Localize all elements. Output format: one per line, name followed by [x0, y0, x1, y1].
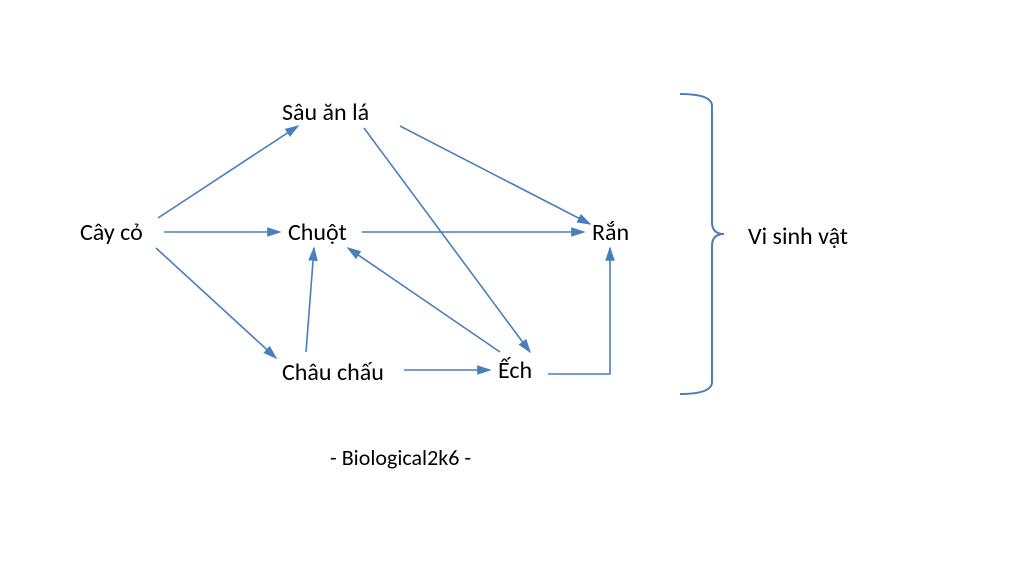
edge-cayco-to-chauchau: [156, 248, 276, 358]
node-sau-an-la: Sâu ăn lá: [282, 98, 369, 127]
edge-sauanla-to-ech: [364, 128, 530, 352]
node-ran: Rắn: [592, 218, 629, 247]
edge-ech-to-ran: [548, 248, 610, 374]
diagram-overlay: [0, 0, 1024, 574]
node-cay-co: Cây cỏ: [80, 218, 143, 247]
node-chau-chau: Châu chấu: [282, 358, 384, 387]
node-chuot: Chuột: [288, 218, 347, 247]
edge-cayco-to-sauanla: [158, 126, 298, 218]
node-ech: Ếch: [498, 356, 532, 385]
edge-sauanla-to-ran: [400, 126, 590, 224]
edge-ech-to-chuot: [348, 248, 500, 352]
node-vi-sinh-vat: Vi sinh vật: [748, 222, 848, 251]
grouping-bracket: [680, 94, 724, 394]
diagram-caption: - Biological2k6 -: [330, 444, 471, 471]
edge-chauchau-to-chuot: [306, 248, 314, 352]
